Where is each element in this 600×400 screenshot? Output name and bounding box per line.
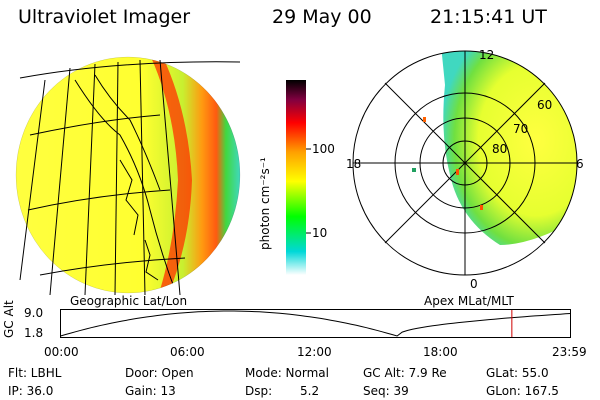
- colorbar-tick-100: 100: [312, 142, 335, 156]
- date-label: 29 May 00: [272, 6, 372, 28]
- info-glat: GLat: 55.0: [486, 366, 549, 380]
- colorbar-tick-10: 10: [312, 226, 328, 240]
- time-label: 21:15:41 UT: [430, 6, 547, 28]
- mlt-label-0: 0: [470, 277, 478, 291]
- left-panel-caption: Geographic Lat/Lon: [70, 294, 188, 308]
- altitude-xtick-4: 23:59: [552, 345, 587, 359]
- mlt-label-18: 18: [346, 157, 362, 171]
- lat-lon-grid: [19, 59, 241, 296]
- info-dsp-value: 5.2: [300, 384, 320, 398]
- altitude-ytick-high: 9.0: [24, 306, 44, 320]
- right-panel-caption: Apex MLat/MLT: [424, 294, 514, 308]
- polar-emission: [440, 51, 577, 245]
- mlt-label-6: 6: [576, 157, 584, 171]
- instrument-title: Ultraviolet Imager: [18, 6, 191, 28]
- mlat-label-70: 70: [513, 122, 529, 136]
- info-ip: IP: 36.0: [8, 384, 54, 398]
- info-gc-alt: GC Alt: 7.9 Re: [363, 366, 447, 380]
- altitude-ylabel: GC Alt: [2, 300, 16, 338]
- info-gain: Gain: 13: [125, 384, 176, 398]
- mlt-spokes: [353, 51, 577, 275]
- altitude-plot: [60, 309, 571, 338]
- info-filter: Flt: LBHL: [8, 366, 62, 380]
- mlat-label-80: 80: [492, 142, 508, 156]
- mlat-label-60: 60: [537, 98, 553, 112]
- altitude-xtick-0: 00:00: [44, 345, 79, 359]
- info-mode: Mode: Normal: [245, 366, 329, 380]
- info-door: Door: Open: [125, 366, 194, 380]
- polar-image: [352, 50, 578, 276]
- altitude-ytick-low: 1.8: [24, 326, 44, 340]
- altitude-xtick-2: 12:00: [297, 345, 332, 359]
- altitude-xtick-1: 06:00: [170, 345, 205, 359]
- info-seq: Seq: 39: [363, 384, 409, 398]
- altitude-xtick-3: 18:00: [423, 345, 458, 359]
- color-bar: [286, 80, 311, 275]
- geographic-image: [15, 56, 241, 296]
- info-glon: GLon: 167.5: [486, 384, 559, 398]
- altitude-curve: [60, 310, 571, 337]
- mlt-label-12: 12: [479, 48, 495, 62]
- info-dsp-label: Dsp:: [245, 384, 273, 398]
- colorbar-unit-label: photon cm⁻²s⁻¹: [258, 157, 272, 250]
